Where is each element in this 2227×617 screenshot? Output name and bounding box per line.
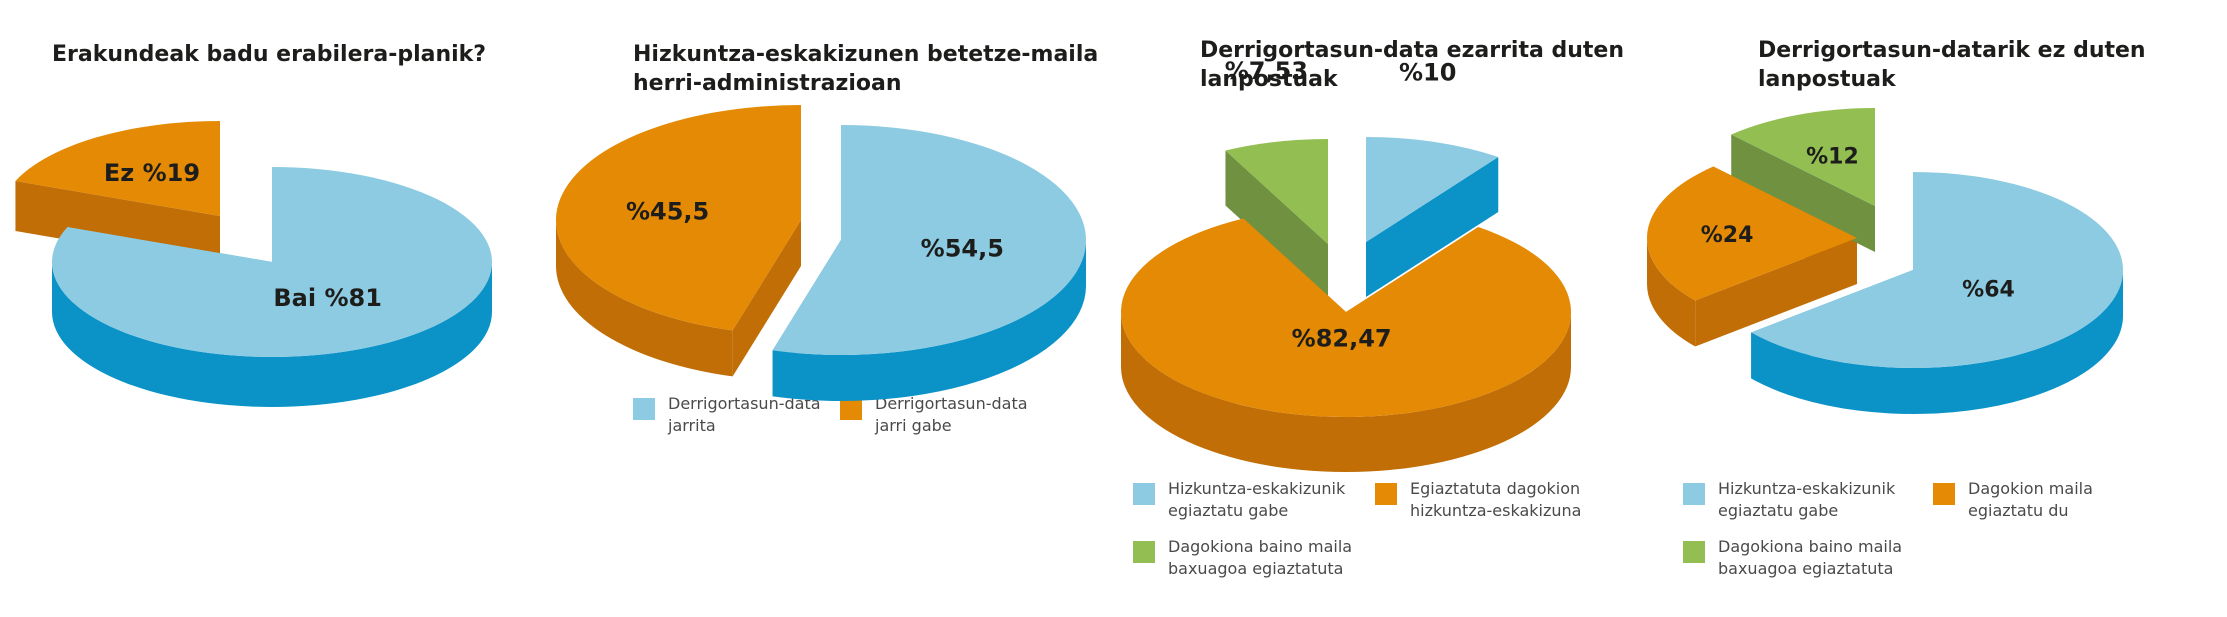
legend-label: Egiaztatuta dagokion hizkuntza-eskakizun… (1410, 479, 1582, 520)
chart-panel-1: Erakundeak badu erabilera-planik? (52, 0, 532, 617)
pie-slice-blue-3 (1366, 137, 1499, 242)
pie-slice-label: Bai %81 (273, 284, 382, 312)
pie-slice-blue-3-cut (1366, 157, 1499, 297)
legend-swatch-orange (1375, 483, 1397, 505)
legend-swatch-orange (1933, 483, 1955, 505)
legend-label: Dagokion maila egiaztatu du (1968, 479, 2093, 520)
pie-chart-2: %54,5 %45,5 (556, 105, 1087, 401)
pie-slice-orange-1 (15, 121, 220, 216)
chart-1-title-line-1: Erakundeak badu erabilera-planik? (52, 42, 487, 67)
legend-swatch-blue (1133, 483, 1155, 505)
pie-slice-blue-1 (51, 167, 493, 357)
legend-label: Hizkuntza-eskakizunik egiaztatu gabe (1168, 479, 1346, 520)
chart-2-title-line-2: herri-administrazioan (633, 71, 902, 96)
pie-slice-orange-2-side (556, 220, 733, 377)
pie-slice-label: Ez %19 (104, 159, 200, 187)
pie-chart-3: %10 %82,47 %7,53 (1121, 57, 1571, 472)
pie-slice-green-3-cut (1225, 150, 1328, 299)
pie-slice-blue-4-side (1751, 270, 2123, 414)
pie-chart-4: %64 %24 %12 (1647, 107, 2124, 414)
chart-3-title-line-2: lanpostuak (1200, 67, 1338, 92)
legend-label: Hizkuntza-eskakizunik egiaztatu gabe (1718, 479, 1896, 520)
pie-slice-label: %54,5 (921, 235, 1004, 263)
legend-label: Derrigortasun-data jarri gabe (875, 394, 1028, 435)
legend-label: Dagokiona baino maila baxuagoa egiaztatu… (1718, 537, 1903, 578)
chart-panel-3: Derrigortasun-data ezarrita duten lanpos… (1133, 0, 1680, 617)
legend-swatch-green (1683, 541, 1705, 563)
chart-4-title-line-1: Derrigortasun-datarik ez duten (1758, 38, 2146, 63)
pie-slice-label: %7,53 (1225, 57, 1308, 85)
pie-slice-blue-2 (772, 125, 1087, 355)
chart-panel-4: Derrigortasun-datarik ez duten lanpostua… (1683, 0, 2218, 617)
pie-slice-label: %12 (1806, 145, 1859, 170)
legend-swatch-green (1133, 541, 1155, 563)
pie-slice-green-4-cut (1731, 134, 1875, 252)
chart-1-title: Erakundeak badu erabilera-planik? (52, 40, 486, 69)
chart-panel-2: Hizkuntza-eskakizunen betetze-maila herr… (633, 0, 1113, 617)
legend-swatch-blue (1683, 483, 1705, 505)
pie-slice-orange-3-side (1121, 312, 1571, 472)
pie-slice-orange-4 (1647, 166, 1857, 301)
pie-chart-1: Bai %81 Ez %19 (15, 121, 493, 407)
chart-3-title-line-1: Derrigortasun-data ezarrita duten (1200, 38, 1625, 63)
legend-label: Derrigortasun-data jarrita (668, 394, 821, 435)
pie-slice-label: %10 (1399, 58, 1456, 86)
legend-swatch-orange (840, 398, 862, 420)
chart-2-title-line-1: Hizkuntza-eskakizunen betetze-maila (633, 42, 1099, 67)
chart-3-title: Derrigortasun-data ezarrita duten lanpos… (1200, 36, 1624, 94)
pie-slice-orange-2 (556, 105, 801, 331)
pie-slice-label: %24 (1701, 223, 1754, 248)
pie-slice-blue-1-side (52, 262, 492, 407)
pie-slice-blue-2-side (772, 240, 1086, 401)
pie-slice-blue-4 (1751, 172, 2124, 369)
pie-slice-orange-4-side (1647, 238, 1696, 347)
chart-4-title: Derrigortasun-datarik ez duten lanpostua… (1758, 36, 2146, 94)
pie-slice-label: %82,47 (1292, 325, 1392, 353)
chart-4-title-line-2: lanpostuak (1758, 67, 1896, 92)
legend-swatch-blue (633, 398, 655, 420)
pie-slice-green-3 (1225, 139, 1328, 244)
pie-slice-label: %64 (1962, 277, 2015, 302)
pie-slice-label: %45,5 (626, 197, 709, 225)
legend-label: Dagokiona baino maila baxuagoa egiaztatu… (1168, 537, 1353, 578)
pie-slice-orange-2-cut (732, 220, 801, 377)
pie-slice-green-4 (1731, 107, 1875, 206)
chart-2-title: Hizkuntza-eskakizunen betetze-maila herr… (633, 40, 1098, 98)
pie-slice-orange-4-cut (1695, 238, 1857, 347)
pie-slice-orange-3 (1121, 218, 1571, 418)
